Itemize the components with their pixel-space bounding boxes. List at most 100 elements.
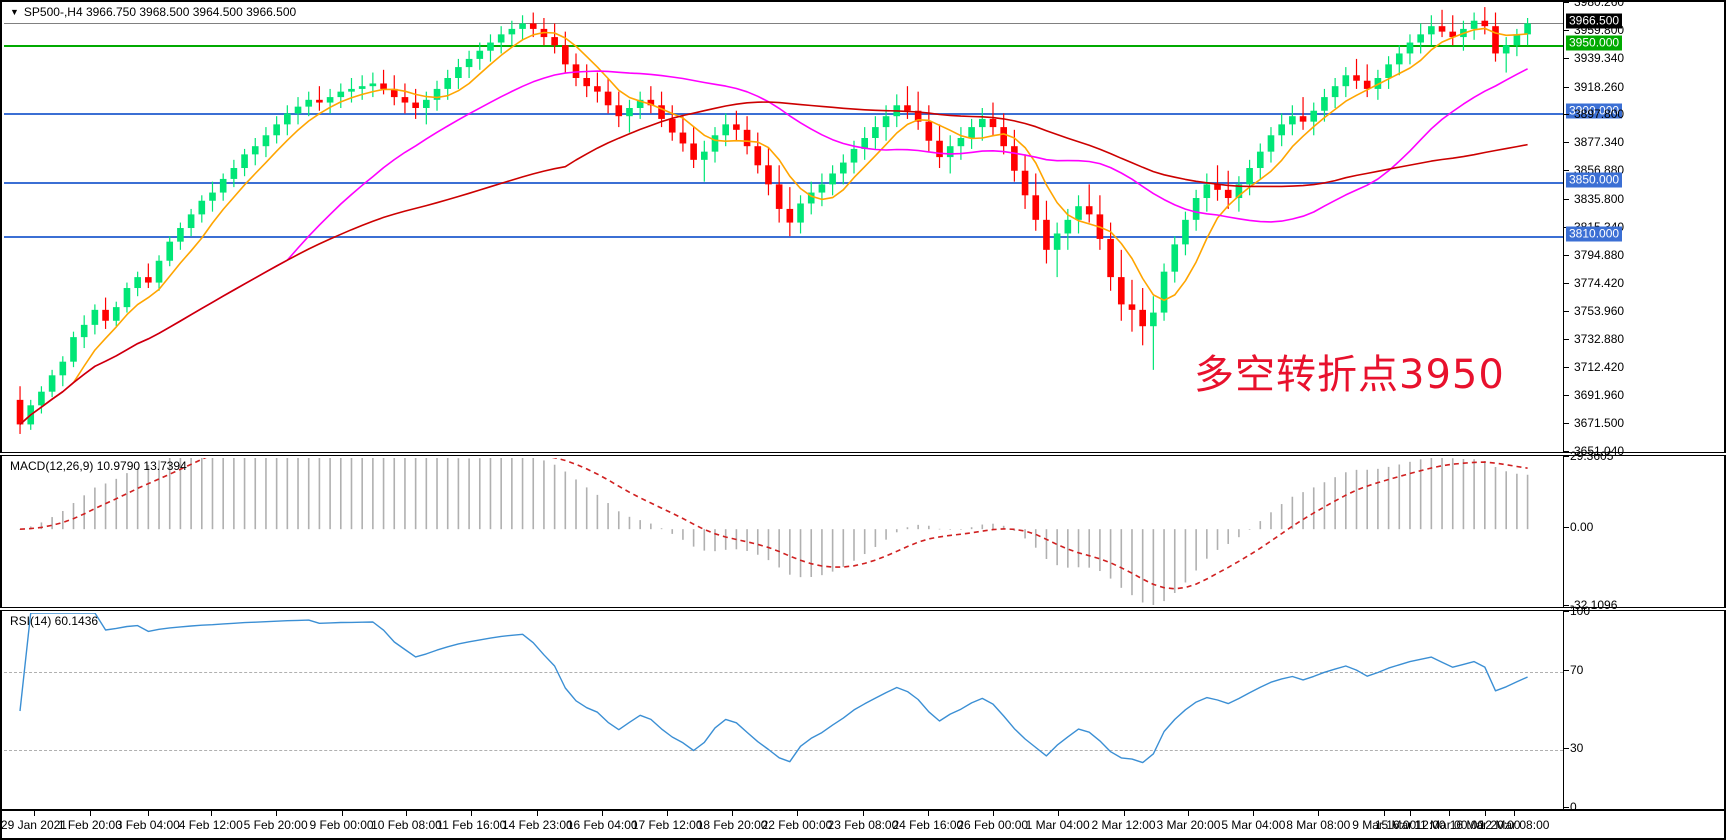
time-axis-tick — [1514, 811, 1516, 816]
price-axis-label: 3950.000 — [1566, 35, 1623, 51]
price-axis-tick — [1564, 29, 1569, 31]
time-axis-label: 4 Feb 12:00 — [178, 818, 243, 832]
time-axis-tick — [89, 811, 91, 816]
time-axis-tick — [341, 811, 343, 816]
macd-axis-label: -32.1096 — [1570, 598, 1618, 612]
price-plot-area[interactable] — [4, 4, 1563, 450]
time-axis-label: 26 Feb 00:00 — [957, 818, 1029, 832]
price-axis-label: 3671.500 — [1574, 416, 1625, 431]
time-axis-label: 22 Feb 00:00 — [761, 818, 833, 832]
rsi-axis-tick — [1564, 748, 1569, 750]
level-line-3810 — [4, 236, 1563, 239]
time-axis-tick — [471, 811, 473, 816]
macd-plot-area[interactable] — [4, 458, 1563, 605]
rsi-series — [19, 613, 1528, 764]
macd-series — [19, 458, 1529, 605]
time-axis-tick — [1188, 811, 1190, 816]
time-axis[interactable]: 29 Jan 2021 1 Feb 20:00 3 Feb 04:00 4 Feb 1… — [0, 810, 1726, 840]
time-axis-label: 9 Mar 16:00 — [1352, 818, 1417, 832]
price-axis-tick — [1564, 339, 1569, 341]
time-axis-tick — [1449, 811, 1451, 816]
rsi-axis[interactable]: 100 70 30 0 — [1563, 604, 1724, 814]
time-axis-label: 17 Feb 12:00 — [631, 818, 703, 832]
time-axis-tick — [862, 811, 864, 816]
macd-axis-label: 29.3605 — [1570, 449, 1614, 463]
time-axis-tick — [406, 811, 408, 816]
time-axis-label: 23 Feb 08:00 — [827, 818, 899, 832]
time-axis-label: 29 Jan 2021 — [0, 818, 67, 832]
time-axis-label: 15 Mar 12:00 — [1374, 818, 1446, 832]
time-axis-label: 10 Feb 08:00 — [371, 818, 442, 832]
collapse-caret-icon[interactable]: ▼ — [10, 7, 19, 17]
time-axis-label: 12 Mar 08:00 — [1478, 818, 1550, 832]
price-axis-tick — [1564, 423, 1569, 425]
price-axis-label: 3691.960 — [1574, 388, 1625, 403]
macd-panel[interactable]: 29.3605 0.00 -32.1096 MACD(12,26,9) 10.979… — [0, 449, 1726, 612]
price-chart-panel[interactable]: 3980.260 3966.500 3959.800 3950.000 3939.340… — [0, 0, 1726, 458]
level-line-3966.5 — [4, 22, 1563, 24]
price-axis-label: 3918.260 — [1574, 79, 1625, 94]
price-axis-label: 3980.260 — [1574, 0, 1625, 9]
price-axis-tick — [1564, 57, 1569, 59]
price-axis-label: 3712.420 — [1574, 360, 1625, 375]
macd-title: MACD(12,26,9) 10.9790 13.7394 — [10, 459, 187, 473]
time-axis-label: 3 Feb 04:00 — [115, 818, 180, 832]
rsi-axis-tick — [1564, 611, 1569, 612]
time-axis-label: 2 Mar 12:00 — [1091, 818, 1156, 832]
rsi-panel[interactable]: 100 70 30 0 RSI(14) 60.1436 — [0, 604, 1726, 814]
rsi-axis-tick — [1564, 807, 1569, 808]
macd-signal-line — [19, 458, 1528, 590]
price-axis[interactable]: 3980.260 3966.500 3959.800 3950.000 3939.340… — [1563, 0, 1724, 458]
time-axis-label: 3 Mar 20:00 — [1156, 818, 1221, 832]
price-axis-label: 3810.000 — [1566, 226, 1623, 242]
time-axis-tick — [147, 811, 149, 816]
price-axis-tick — [1564, 199, 1569, 201]
price-axis-tick — [1564, 310, 1569, 312]
time-axis-tick — [537, 811, 539, 816]
rsi-axis-label: 100 — [1570, 604, 1591, 618]
price-axis-tick — [1564, 395, 1569, 397]
time-axis-tick — [927, 811, 929, 816]
price-axis-label: 3753.960 — [1574, 303, 1625, 318]
time-axis-tick — [602, 811, 604, 816]
level-line-3900 — [4, 113, 1563, 116]
ma-slow-line — [19, 101, 1528, 425]
time-axis-tick — [796, 811, 798, 816]
price-axis-label: 3877.340 — [1574, 135, 1625, 150]
symbol-header: ▼ SP500-,H4 3966.750 3968.500 3964.500 39… — [10, 5, 296, 19]
time-axis-tick — [33, 811, 35, 816]
price-axis-label: 3966.500 — [1566, 13, 1623, 29]
time-axis-tick — [210, 811, 212, 816]
ma-fast-line — [19, 27, 1528, 425]
price-axis-label: 3939.340 — [1574, 50, 1625, 65]
price-axis-tick — [1564, 2, 1569, 3]
time-axis-label: 8 Mar 08:00 — [1286, 818, 1351, 832]
symbol-ohlc-text: SP500-,H4 3966.750 3968.500 3964.500 396… — [23, 5, 297, 19]
macd-axis-tick — [1564, 456, 1569, 457]
price-annotation-label: 多空转折点3950 — [1194, 352, 1505, 398]
rsi-band-70 — [4, 671, 1563, 673]
macd-axis-tick — [1564, 605, 1569, 606]
time-axis-tick — [667, 811, 669, 816]
level-line-3950 — [4, 45, 1563, 48]
time-axis-tick — [992, 811, 994, 816]
time-axis-label: 5 Feb 20:00 — [243, 818, 308, 832]
price-axis-label: 3897.800 — [1574, 107, 1625, 122]
time-axis-tick — [732, 811, 734, 816]
price-axis-label: 3651.040 — [1574, 444, 1625, 458]
time-axis-label: 18 Feb 20:00 — [696, 818, 768, 832]
price-axis-tick — [1564, 170, 1569, 172]
price-axis-tick — [1564, 114, 1569, 116]
price-axis-tick — [1564, 367, 1569, 369]
rsi-line — [19, 613, 1528, 764]
price-axis-label: 3732.880 — [1574, 332, 1625, 347]
rsi-axis-label: 0 — [1570, 800, 1577, 814]
candlestick-series — [16, 7, 1531, 434]
time-axis-label: 1 Mar 04:00 — [1025, 818, 1090, 832]
macd-axis-tick — [1564, 527, 1569, 529]
time-axis-label: 14 Feb 23:00 — [501, 818, 573, 832]
time-axis-label: 5 Mar 04:00 — [1221, 818, 1286, 832]
macd-axis[interactable]: 29.3605 0.00 -32.1096 — [1563, 449, 1724, 612]
price-axis-tick — [1564, 282, 1569, 284]
rsi-plot-area[interactable] — [4, 613, 1563, 807]
